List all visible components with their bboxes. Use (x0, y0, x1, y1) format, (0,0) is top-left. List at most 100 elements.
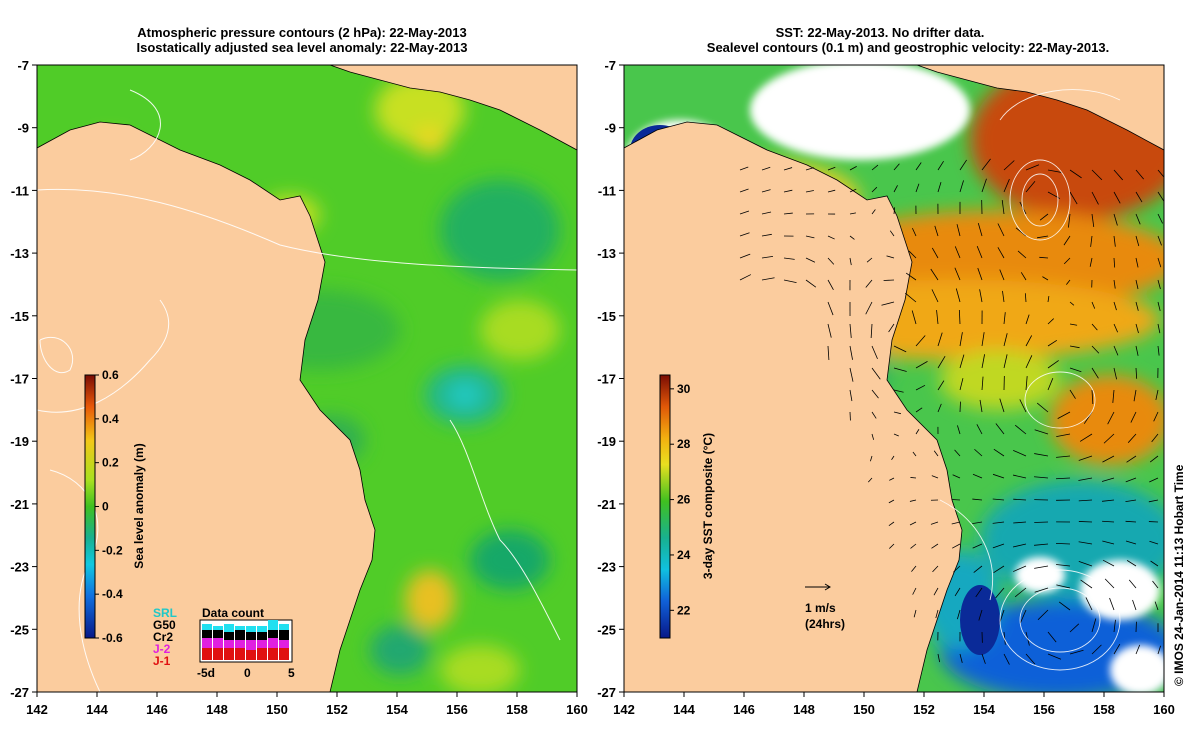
velocity-legend-period: (24hrs) (805, 617, 845, 631)
data-count-bar-red (224, 648, 234, 660)
left-lon-tick-label: 156 (446, 702, 468, 717)
right-lon-tick-label: 142 (613, 702, 635, 717)
left-lon-tick-label: 146 (146, 702, 168, 717)
right-lat-tick-label: -17 (597, 372, 616, 387)
data-count-bar-black (246, 632, 256, 640)
right-lon-tick-label: 154 (973, 702, 995, 717)
right-title-line1: SST: 22-May-2013. No drifter data. (776, 25, 985, 40)
right-lat-tick-label: -9 (604, 121, 616, 136)
data-count-bar-cyan (268, 620, 278, 630)
data-count-bar-black (213, 630, 223, 638)
velocity-arrow (952, 499, 960, 500)
right-lon-tick-label: 146 (733, 702, 755, 717)
velocity-legend-speed: 1 m/s (805, 601, 836, 615)
left-lat-tick-label: -23 (10, 560, 29, 575)
left-lon-tick-label: 154 (386, 702, 408, 717)
data-count-bar-magenta (235, 640, 245, 648)
data-count-title: Data count (202, 606, 264, 620)
sla-colorbar-tick-label: 0.4 (102, 412, 119, 426)
sla-colorbar-tick-label: -0.2 (102, 543, 123, 557)
data-count-bar-magenta (246, 640, 256, 650)
data-count-bar-red (257, 648, 267, 660)
right-lon-tick-label: 156 (1033, 702, 1055, 717)
credit-text: © IMOS 24-Jan-2014 11:13 Hobart Time (1172, 465, 1186, 686)
left-lat-tick-label: -11 (11, 183, 29, 198)
data-count-bar-red (202, 648, 212, 660)
left-lat-tick-label: -15 (10, 309, 29, 324)
data-count-bar-magenta (279, 640, 289, 648)
data-count-bar-magenta (202, 638, 212, 648)
data-count-bar-magenta (213, 638, 223, 648)
sla-colorbar-tick-label: 0.2 (102, 456, 119, 470)
satellite-j-1: J-1 (153, 654, 171, 668)
data-count-bar-red (246, 650, 256, 660)
sst-colorbar-ramp (660, 375, 670, 638)
right-lon-tick-label: 152 (913, 702, 935, 717)
right-lat-tick-label: -13 (597, 246, 616, 261)
left-lon-tick-label: 158 (506, 702, 528, 717)
left-title-line1: Atmospheric pressure contours (2 hPa): 2… (137, 25, 466, 40)
right-lon-tick-label: 148 (793, 702, 815, 717)
data-count-bar-red (268, 648, 278, 660)
sst-colorbar-label: 3-day SST composite (°C) (701, 433, 715, 579)
data-count-bar-red (235, 648, 245, 660)
left-lon-tick-label: 144 (86, 702, 108, 717)
sla-colorbar-tick-label: -0.6 (102, 631, 123, 645)
left-lat-tick-label: -25 (10, 622, 29, 637)
data-count-bar-black (257, 632, 267, 640)
right-lon-tick-label: 158 (1093, 702, 1115, 717)
left-lat-tick-label: -21 (10, 497, 29, 512)
sst-colorbar-tick-label: 28 (677, 437, 691, 451)
data-count-bar-cyan (213, 626, 223, 630)
data-count-bar-black (202, 630, 212, 638)
right-lat-tick-label: -21 (597, 497, 616, 512)
left-lat-tick-label: -9 (17, 121, 29, 136)
right-title-line2: Sealevel contours (0.1 m) and geostrophi… (707, 40, 1109, 55)
data-count-bar-cyan (202, 624, 212, 630)
data-count-bar-cyan (257, 626, 267, 632)
sst-colorbar-tick-label: 24 (677, 548, 691, 562)
data-count-bar-black (268, 630, 278, 638)
data-count-bar-cyan (235, 626, 245, 630)
right-lon-tick-label: 144 (673, 702, 695, 717)
left-lat-tick-label: -27 (10, 685, 29, 700)
data-count-tick-minus5: -5d (197, 666, 215, 680)
data-count-bar-red (279, 648, 289, 660)
right-lat-tick-label: -15 (597, 309, 616, 324)
left-lon-tick-label: 152 (326, 702, 348, 717)
left-lat-tick-label: -13 (10, 246, 29, 261)
right-lon-tick-label: 160 (1153, 702, 1175, 717)
left-title-line2: Isostatically adjusted sea level anomaly… (137, 40, 468, 55)
left-lon-tick-label: 142 (26, 702, 48, 717)
data-count-tick-5: 5 (288, 666, 295, 680)
data-count-bar-magenta (257, 640, 267, 648)
left-lat-tick-label: -19 (10, 434, 29, 449)
data-count-bar-red (213, 648, 223, 660)
sst-colorbar-tick-label: 30 (677, 382, 691, 396)
sst-colorbar-tick-label: 22 (677, 603, 691, 617)
right-lat-tick-label: -25 (597, 622, 616, 637)
right-lat-tick-label: -19 (597, 434, 616, 449)
sla-colorbar-tick-label: -0.4 (102, 587, 123, 601)
data-count-tick-0: 0 (244, 666, 251, 680)
right-lat-tick-label: -27 (597, 685, 616, 700)
data-count-bar-cyan (279, 624, 289, 630)
data-count-bar-magenta (268, 638, 278, 648)
right-lat-tick-label: -7 (604, 58, 616, 73)
data-count-bar-black (224, 632, 234, 640)
sla-colorbar-label: Sea level anomaly (m) (132, 443, 146, 568)
left-lat-tick-label: -17 (10, 372, 29, 387)
data-count-bar-cyan (224, 624, 234, 632)
right-lat-tick-label: -23 (597, 560, 616, 575)
left-lon-tick-label: 150 (266, 702, 288, 717)
data-count-bar-black (279, 630, 289, 640)
sla-colorbar-ramp (85, 375, 95, 638)
left-lon-tick-label: 160 (566, 702, 588, 717)
right-lat-tick-label: -11 (598, 183, 616, 198)
data-count-bar-black (235, 630, 245, 640)
sst-map: 1 m/s (24hrs) (624, 60, 1190, 700)
data-count-bar-magenta (224, 640, 234, 648)
sla-colorbar-tick-label: 0.6 (102, 368, 119, 382)
left-lon-tick-label: 148 (206, 702, 228, 717)
